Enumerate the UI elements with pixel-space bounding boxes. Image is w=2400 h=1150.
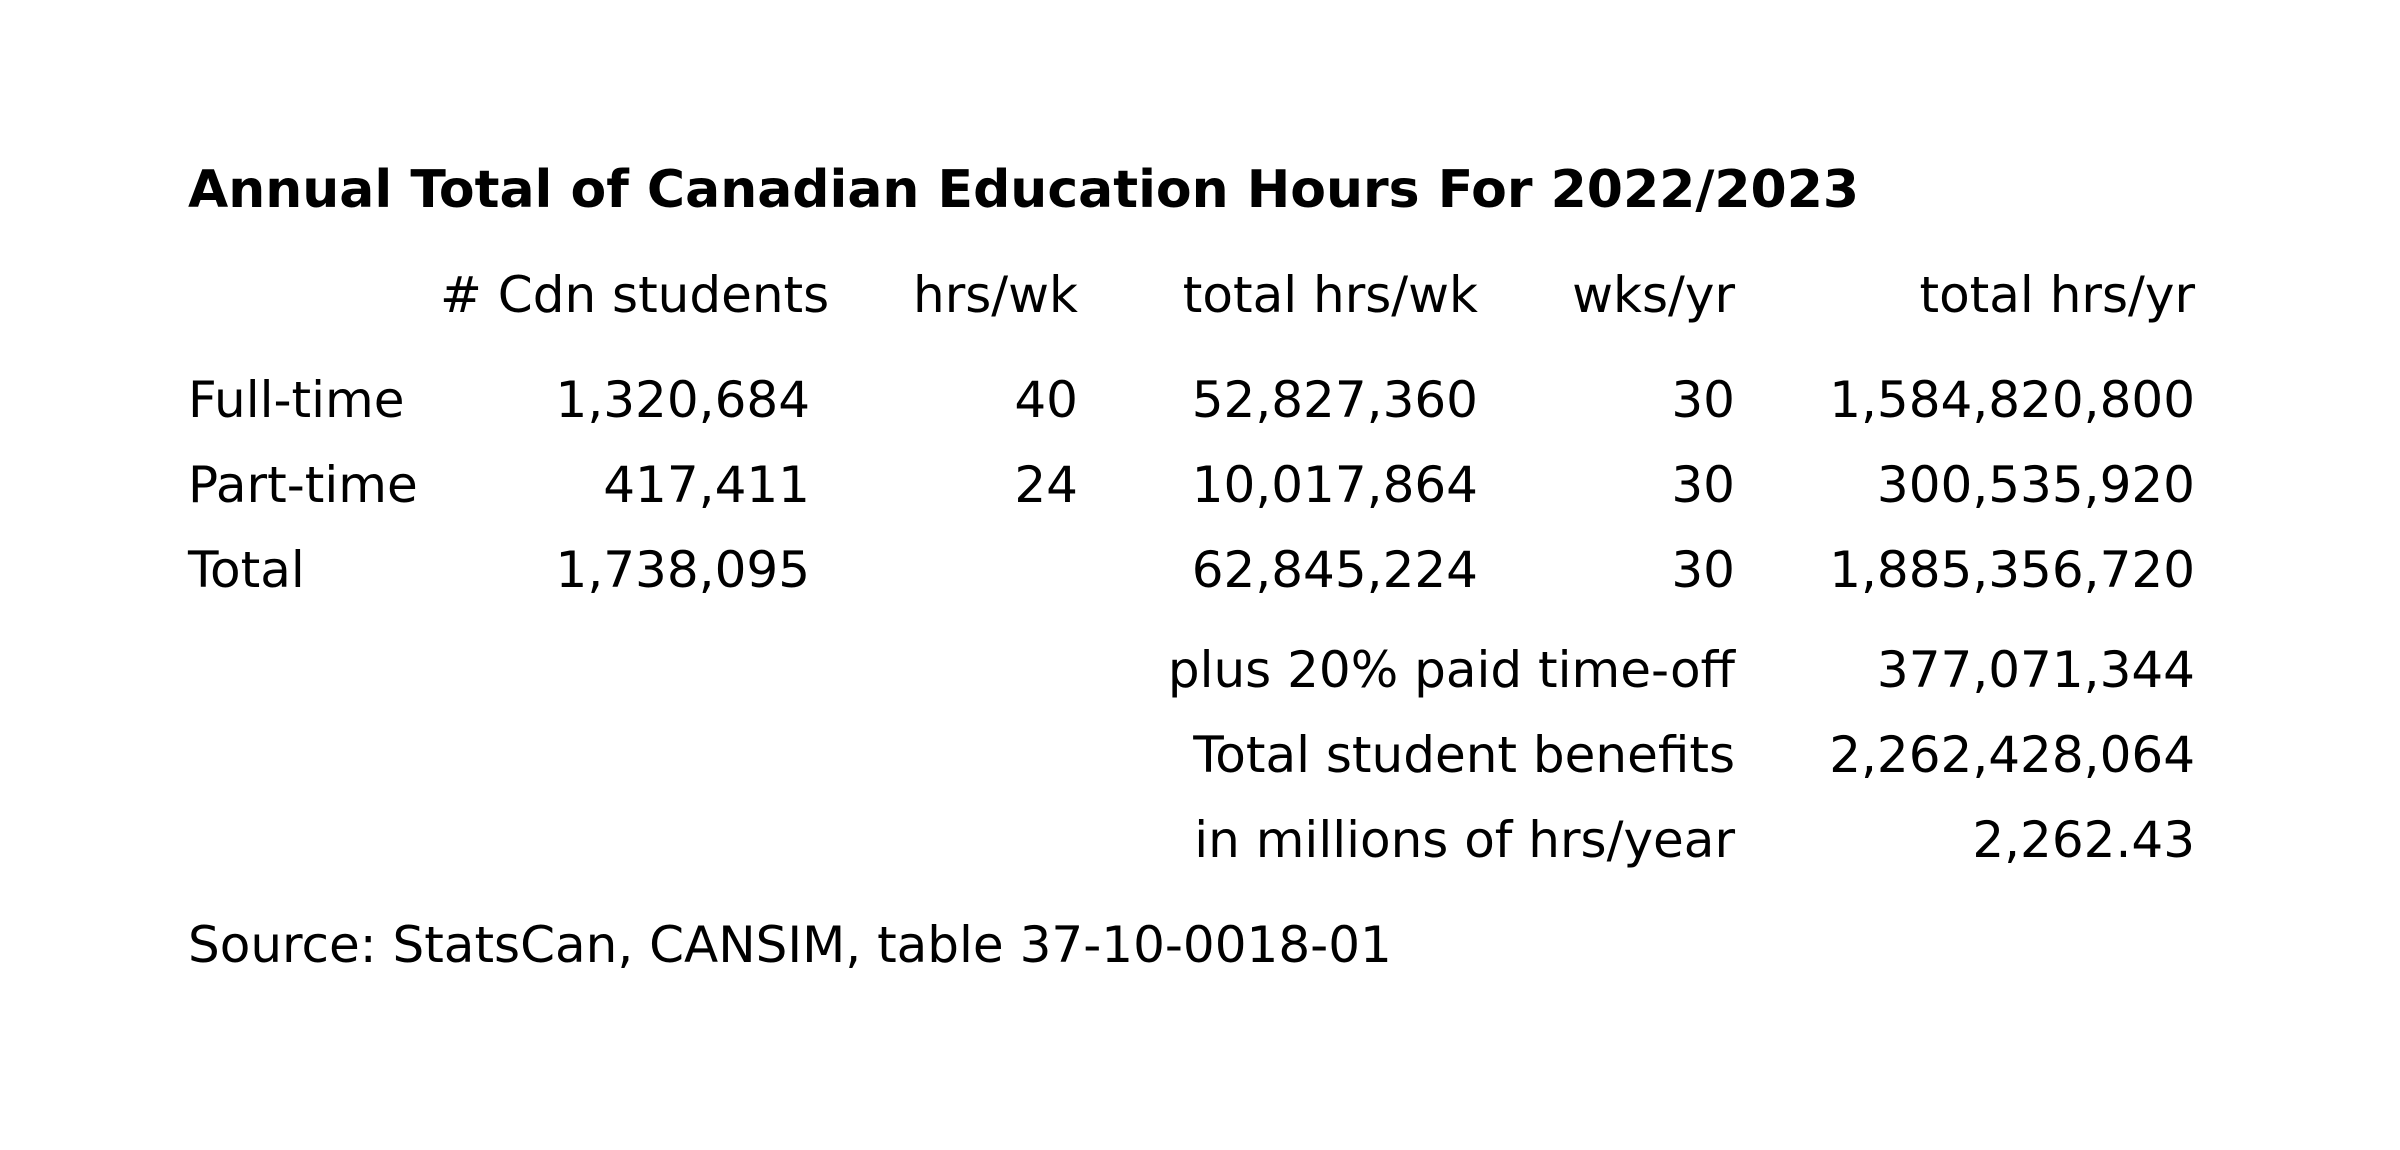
table-row-total: Total 1,738,095 62,845,224 30 1,885,356,… [188, 528, 2195, 613]
summary-label: in millions of hrs/year [1194, 811, 1735, 869]
summary-value: 377,071,344 [1876, 641, 2195, 699]
cell-total-hrs-per-wk: 52,827,360 [1191, 371, 1478, 429]
cell-cdn-students: 417,411 [603, 456, 810, 514]
table-row-full-time: Full-time 1,320,684 40 52,827,360 30 1,5… [188, 358, 2195, 443]
summary-label: plus 20% paid time-off [1167, 641, 1735, 699]
cell-cdn-students: 1,320,684 [555, 371, 810, 429]
header-spacer [188, 253, 440, 338]
cell-total-hrs-per-yr: 300,535,920 [1876, 456, 2195, 514]
row-label: Total [188, 541, 305, 599]
source-note: Source: StatsCan, CANSIM, table 37-10-00… [188, 916, 1392, 974]
cell-total-hrs-per-wk: 10,017,864 [1191, 456, 1478, 514]
cell-wks-per-yr: 30 [1671, 541, 1735, 599]
cell-total-hrs-per-yr: 1,584,820,800 [1829, 371, 2195, 429]
page-title: Annual Total of Canadian Education Hours… [188, 160, 1860, 220]
table-row-part-time: Part-time 417,411 24 10,017,864 30 300,5… [188, 443, 2195, 528]
cell-cdn-students: 1,738,095 [555, 541, 810, 599]
cell-total-hrs-per-wk: 62,845,224 [1191, 541, 1478, 599]
summary-row-paid-time-off: plus 20% paid time-off 377,071,344 [188, 628, 2195, 713]
cell-wks-per-yr: 30 [1671, 456, 1735, 514]
summary-row-total-benefits: Total student benefits 2,262,428,064 [188, 713, 2195, 798]
row-label: Part-time [188, 456, 418, 514]
summary-row-millions-per-year: in millions of hrs/year 2,262.43 [188, 798, 2195, 883]
summary-label: Total student benefits [1193, 726, 1735, 784]
education-hours-table: # Cdn students hrs/wk total hrs/wk wks/y… [188, 253, 2195, 883]
cell-hrs-per-wk: 24 [1014, 456, 1078, 514]
header-total-hrs-per-wk: total hrs/wk [1182, 266, 1478, 324]
table-header-row: # Cdn students hrs/wk total hrs/wk wks/y… [188, 253, 2195, 338]
header-wks-per-yr: wks/yr [1572, 266, 1735, 324]
summary-value: 2,262.43 [1972, 811, 2195, 869]
header-cdn-students: # Cdn students [440, 266, 830, 324]
summary-value: 2,262,428,064 [1829, 726, 2195, 784]
header-hrs-per-wk: hrs/wk [913, 266, 1078, 324]
cell-hrs-per-wk [810, 528, 1078, 613]
row-label: Full-time [188, 371, 405, 429]
cell-wks-per-yr: 30 [1671, 371, 1735, 429]
header-total-hrs-per-yr: total hrs/yr [1919, 266, 2195, 324]
cell-hrs-per-wk: 40 [1014, 371, 1078, 429]
cell-total-hrs-per-yr: 1,885,356,720 [1829, 541, 2195, 599]
